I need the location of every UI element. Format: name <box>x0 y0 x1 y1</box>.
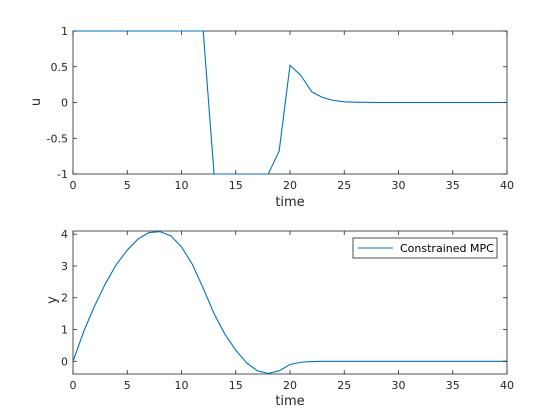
y-tick-label-y: 4 <box>61 228 68 241</box>
y-tick-label-u: 1 <box>61 25 68 38</box>
x-tick-label-y: 10 <box>175 379 189 392</box>
legend-box <box>352 237 498 259</box>
y-tick-label-y: 0 <box>61 355 68 368</box>
ticks-u: 0 5 10 15 20 25 30 35 40 -1 -0.5 0 0.5 1 <box>47 25 514 192</box>
x-tick-label-y: 30 <box>392 379 406 392</box>
x-tick-label-u: 40 <box>500 179 514 192</box>
x-tick-label-y: 40 <box>500 379 514 392</box>
x-tick-label-u: 10 <box>175 179 189 192</box>
y-tick-label-u: -1 <box>57 168 68 181</box>
ticks-y: 0 5 10 15 20 25 30 35 40 0 1 2 3 4 <box>61 228 514 392</box>
x-axis-label-y: time <box>275 394 304 409</box>
x-axis-label-u: time <box>275 195 304 210</box>
series-line-y <box>72 231 507 374</box>
x-tick-label-u: 5 <box>124 179 131 192</box>
x-tick-label-y: 20 <box>283 379 297 392</box>
subplot-y: 0 5 10 15 20 25 30 35 40 0 1 2 3 4 time y Constrained… <box>45 228 514 409</box>
x-tick-label-u: 15 <box>229 179 243 192</box>
x-tick-label-y: 0 <box>70 379 77 392</box>
x-tick-label-u: 25 <box>337 179 351 192</box>
series-line-u <box>73 30 507 175</box>
x-tick-label-y: 25 <box>337 379 351 392</box>
x-tick-label-y: 5 <box>124 379 131 392</box>
y-tick-label-u: -0.5 <box>47 132 68 145</box>
y-axis-label-u: u <box>29 98 44 106</box>
y-tick-label-y: 3 <box>61 260 68 273</box>
x-tick-label-u: 20 <box>283 179 297 192</box>
x-tick-label-y: 15 <box>229 379 243 392</box>
y-tick-label-y: 1 <box>61 324 68 337</box>
y-tick-label-u: 0.5 <box>51 61 69 74</box>
y-tick-label-u: 0 <box>61 97 68 110</box>
x-tick-label-u: 30 <box>392 179 406 192</box>
y-tick-label-y: 2 <box>61 292 68 305</box>
legend-entry-constrained-mpc: Constrained MPC <box>400 242 494 255</box>
x-tick-label-u: 0 <box>70 179 77 192</box>
subplot-u: 0 5 10 15 20 25 30 35 40 -1 -0.5 0 0.5 1 time u <box>29 25 514 210</box>
y-axis-label-y: y <box>45 296 60 304</box>
x-tick-label-y: 35 <box>446 379 460 392</box>
legend: Constrained MPC <box>352 237 498 259</box>
x-tick-label-u: 35 <box>446 179 460 192</box>
